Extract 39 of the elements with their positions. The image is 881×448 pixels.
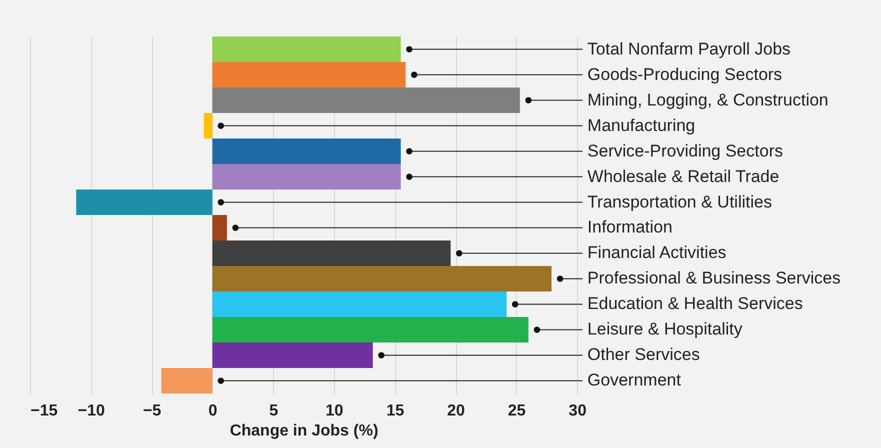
y-tick-label: Financial Activities: [587, 243, 726, 262]
x-tick-label: −5: [142, 402, 162, 420]
x-tick-label: 15: [386, 402, 404, 420]
bar: [212, 316, 528, 342]
y-tick-label: Mining, Logging, & Construction: [587, 90, 828, 110]
y-tick-label: Transportation & Utilities: [587, 192, 772, 212]
bar: [212, 88, 520, 114]
bar: [212, 215, 227, 240]
y-tick-label: Information: [587, 218, 672, 237]
x-tick-label: −15: [30, 402, 58, 420]
bar: [212, 342, 373, 368]
bar: [212, 164, 401, 190]
x-tick-label: 10: [326, 402, 344, 420]
x-axis-title: Change in Jobs (%): [230, 422, 378, 440]
y-tick-label: Leisure & Hospitality: [587, 320, 743, 339]
x-tick-label: −10: [78, 402, 105, 420]
x-tick-label: 0: [208, 402, 218, 420]
x-tick-label: 25: [508, 402, 526, 420]
y-tick-label: Government: [587, 370, 682, 390]
y-tick-label: Total Nonfarm Payroll Jobs: [587, 39, 791, 58]
y-tick-label: Education & Health Services: [587, 294, 803, 314]
bar: [212, 266, 552, 292]
x-tick-label: 5: [269, 402, 278, 420]
y-tick-label: Manufacturing: [587, 116, 696, 135]
bar: [212, 240, 451, 266]
bar: [212, 291, 507, 317]
bar: [76, 190, 212, 215]
y-tick-label: Wholesale & Retail Trade: [587, 166, 780, 186]
bar: [204, 113, 212, 139]
x-tick-label: 20: [447, 402, 465, 420]
bar: [212, 62, 406, 88]
y-tick-label: Service-Providing Sectors: [587, 141, 783, 160]
y-tick-label: Goods-Producing Sectors: [587, 64, 782, 84]
bar: [161, 368, 212, 394]
y-tick-label: Other Services: [587, 345, 700, 364]
x-tick-label: 30: [568, 402, 587, 420]
bar: [212, 138, 401, 164]
bar: [212, 36, 401, 62]
y-tick-label: Professional & Business Services: [587, 268, 841, 288]
